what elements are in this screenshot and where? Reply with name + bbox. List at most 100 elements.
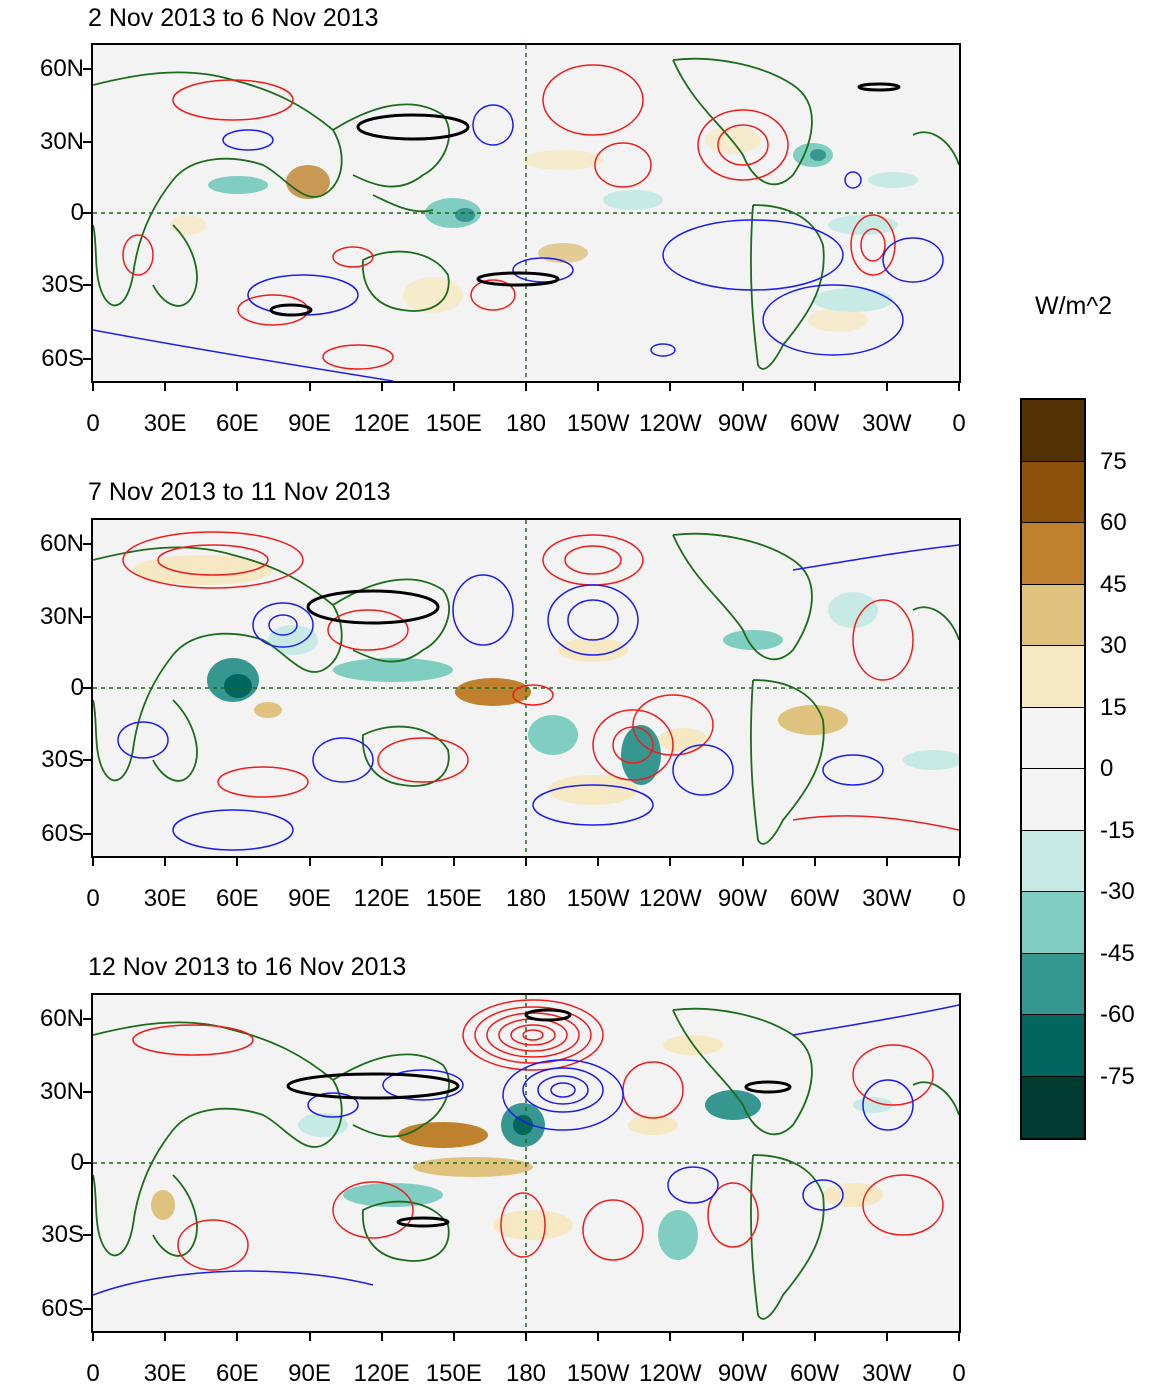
lat-label: 30S [41,271,84,299]
colorbar-label: -30 [1100,878,1135,905]
lat-label: 60N [39,1004,84,1032]
lat-tick [83,1234,91,1237]
lon-label: 90E [288,410,331,437]
lon-label: 0 [86,410,100,437]
lat-tick [83,542,91,545]
lon-tick [92,383,94,391]
lon-tick [308,383,311,391]
lon-tick [885,1333,888,1341]
lon-tick [452,858,455,866]
lon-label: 0 [952,410,966,437]
lon-tick [308,1333,311,1341]
lon-tick [164,383,167,391]
lat-label: 60S [41,1295,84,1323]
lon-tick [452,1333,455,1341]
land-outlines [93,532,959,845]
lat-tick [83,616,91,619]
lon-tick [669,858,672,866]
colorbar-swatch [1022,523,1084,585]
lat-label: 60N [39,529,84,557]
lon-tick [813,858,816,866]
lon-label: 120E [353,410,410,437]
lon-tick [452,383,455,391]
lat-tick [83,687,91,689]
lon-label: 150W [566,885,630,912]
lon-label: 0 [86,1360,100,1387]
colorbar-label: 15 [1100,693,1127,721]
panel-2-title: 7 Nov 2013 to 11 Nov 2013 [88,478,391,506]
lon-label: 150W [566,1360,630,1387]
lon-label: 60W [789,885,840,912]
lon-label: 30W [862,885,912,912]
lon-label: 120E [353,1360,410,1387]
panel-3-title: 12 Nov 2013 to 16 Nov 2013 [88,953,407,981]
lon-tick [380,383,383,391]
lon-tick [525,858,527,866]
colorbar-swatch [1022,584,1084,646]
lon-label: 0 [952,885,966,912]
colorbar-swatch [1022,461,1084,523]
lat-tick [83,833,91,836]
colorbar-swatch [1022,707,1084,769]
lat-label: 30N [39,1078,84,1106]
lon-tick [741,1333,744,1341]
contours-positive [132,999,944,1271]
map-1-graphics [93,45,959,381]
colorbar-swatch [1022,1076,1084,1138]
lat-label: 0 [70,199,84,226]
lon-tick [741,383,744,391]
lon-label: 30E [143,410,187,437]
lat-label: 0 [70,674,84,701]
colorbar-swatch [1022,646,1084,708]
lat-tick [83,141,91,144]
colorbar-label: -15 [1100,816,1135,844]
shading-negative [298,1090,893,1260]
colorbar-label: -75 [1100,1062,1135,1090]
lon-label: 30E [143,1360,187,1387]
lon-tick [958,383,960,391]
lon-label: 90E [288,885,331,912]
colorbar-swatch [1022,953,1084,1015]
colorbar-label: -60 [1100,1001,1135,1028]
contours-highlight [306,589,440,625]
land-outlines [93,57,959,370]
lon-tick [741,858,744,866]
lon-tick [597,1333,600,1341]
lon-tick [236,858,239,866]
lon-label: 150E [425,410,482,437]
colorbar-swatch [1022,830,1084,892]
colorbar-label: 30 [1100,632,1127,659]
lon-label: 120W [638,1360,702,1387]
lon-tick [813,1333,816,1341]
colorbar-label: 60 [1100,509,1127,536]
lon-tick [525,383,527,391]
lon-label: 90W [717,885,768,912]
colorbar-swatch [1022,400,1084,462]
contours-positive [122,64,896,370]
lon-tick [597,858,600,866]
lat-label: 60S [41,820,84,848]
lon-label: 180 [505,1360,547,1387]
land-outlines [93,1007,959,1320]
lon-tick [958,858,960,866]
lon-tick [164,1333,167,1341]
map-2-graphics [93,520,959,856]
lon-label: 60E [215,410,259,437]
lon-tick [236,383,239,391]
lon-label: 150E [425,885,482,912]
lon-tick [92,858,94,866]
lon-tick [164,858,167,866]
lat-tick [83,1308,91,1311]
lon-label: 120W [638,410,702,437]
shading-negative [208,143,918,312]
shading-negative [207,592,959,785]
lon-label: 90W [717,410,768,437]
lon-label: 180 [505,885,547,912]
colorbar-swatch [1022,769,1084,831]
lon-label: 60E [215,1360,259,1387]
lon-label: 150E [425,1360,482,1387]
panel-1-title: 2 Nov 2013 to 6 Nov 2013 [88,4,379,32]
lon-label: 150W [566,410,630,437]
lon-label: 90W [717,1360,768,1387]
lat-label: 30N [39,603,84,631]
